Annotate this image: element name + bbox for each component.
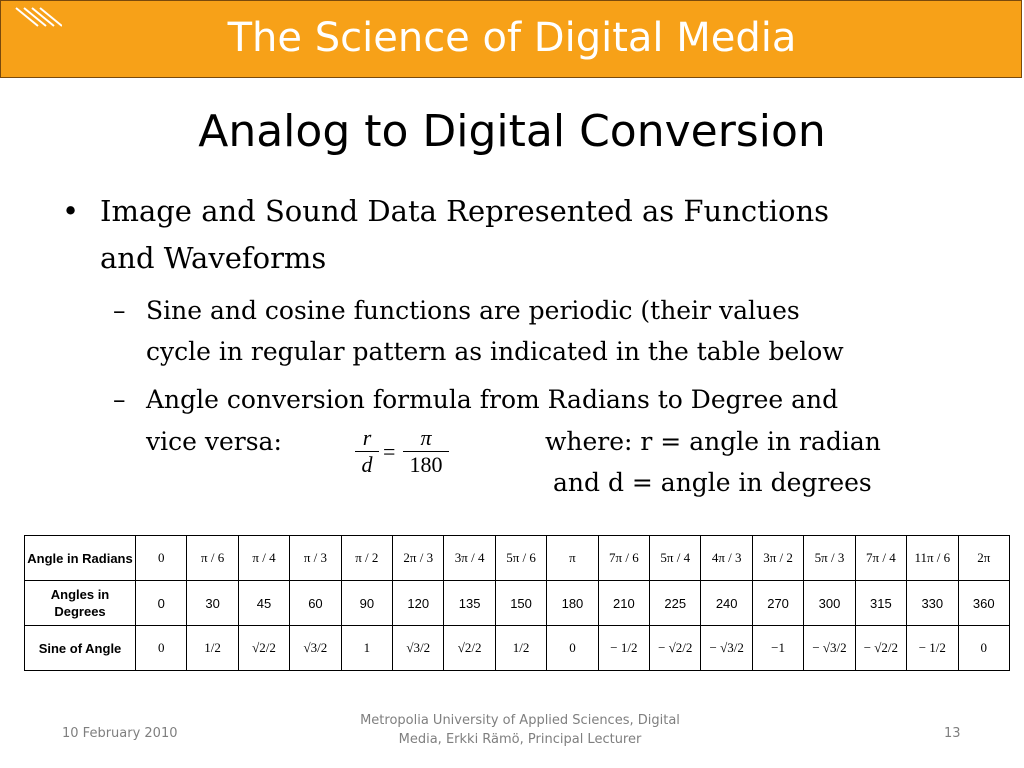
row-header-degrees: Angles in Degrees: [24, 580, 136, 626]
table-cell: 4π / 3: [700, 535, 753, 581]
sub-bullet-dash: –: [113, 296, 126, 325]
table-cell: √2/2: [443, 625, 496, 671]
table-cell: 0: [134, 535, 188, 581]
table-cell: 3π / 2: [751, 535, 805, 581]
sub-bullet-2-line1: Angle conversion formula from Radians to…: [146, 385, 839, 414]
where-line2: and d = angle in degrees: [553, 468, 872, 497]
bullet-text-line1: Image and Sound Data Represented as Func…: [100, 194, 830, 228]
stripes-icon: [15, 7, 62, 27]
table-cell: 0: [134, 625, 188, 671]
slide-title: Analog to Digital Conversion: [198, 106, 826, 157]
table-cell: 3π / 4: [443, 535, 496, 581]
table-cell: 0: [546, 625, 599, 671]
table-cell: 240: [700, 580, 753, 626]
table-cell: 270: [751, 580, 805, 626]
table-cell: √2/2: [237, 625, 291, 671]
table-cell: 225: [649, 580, 702, 626]
footer-credit-line2: Media, Erkki Rämö, Principal Lecturer: [398, 732, 642, 747]
table-cell: 2π: [957, 535, 1010, 581]
table-cell: 300: [803, 580, 856, 626]
table-cell: π / 4: [237, 535, 291, 581]
table-cell: 360: [957, 580, 1010, 626]
banner-title: The Science of Digital Media: [227, 15, 797, 61]
table-cell: 2π / 3: [392, 535, 445, 581]
header-banner: [0, 0, 1022, 78]
bullet-marker: •: [62, 194, 80, 228]
angle-table: Angle in Radians 0 π / 6 π / 4 π / 3 π /…: [24, 535, 1010, 671]
table-cell: − √3/2: [803, 625, 856, 671]
table-cell: − √2/2: [854, 625, 908, 671]
fraction-pi-over-180: π 180: [403, 425, 449, 478]
table-cell: − √3/2: [700, 625, 753, 671]
table-cell: 5π / 4: [649, 535, 702, 581]
table-cell: 315: [854, 580, 908, 626]
row-header-radians: Angle in Radians: [24, 535, 136, 581]
table-cell: 7π / 6: [597, 535, 651, 581]
bullet-text-line2: and Waveforms: [100, 241, 327, 275]
sub-bullet-1-line2: cycle in regular pattern as indicated in…: [146, 337, 844, 366]
table-row-degrees: Angles in Degrees 0 30 45 60 90 120 135 …: [24, 580, 1010, 626]
footer-credit-line1: Metropolia University of Applied Science…: [360, 713, 680, 728]
table-cell: − 1/2: [597, 625, 651, 671]
table-cell: π / 3: [289, 535, 342, 581]
sub-bullet-dash: –: [113, 385, 126, 414]
table-cell: 7π / 4: [854, 535, 908, 581]
table-cell: 1: [340, 625, 394, 671]
conversion-formula: r d = π 180: [355, 425, 450, 485]
table-cell: 60: [289, 580, 342, 626]
equals-sign: =: [383, 439, 396, 464]
table-cell: π / 2: [340, 535, 394, 581]
table-cell: π / 6: [186, 535, 239, 581]
table-cell: 5π / 3: [803, 535, 856, 581]
table-cell: 30: [186, 580, 239, 626]
table-cell: 5π / 6: [494, 535, 548, 581]
page-number: 13: [944, 726, 961, 741]
table-cell: 11π / 6: [906, 535, 959, 581]
table-cell: 0: [957, 625, 1010, 671]
sub-bullet-2-line2: vice versa:: [146, 427, 282, 456]
table-cell: 210: [597, 580, 651, 626]
table-cell: 45: [237, 580, 291, 626]
table-cell: 135: [443, 580, 496, 626]
table-row-radians: Angle in Radians 0 π / 6 π / 4 π / 3 π /…: [24, 535, 1010, 581]
table-cell: 1/2: [186, 625, 239, 671]
fraction-r-over-d: r d: [355, 425, 379, 478]
table-cell: √3/2: [392, 625, 445, 671]
footer-date: 10 February 2010: [62, 726, 178, 741]
table-row-sine: Sine of Angle 0 1/2 √2/2 √3/2 1 √3/2 √2/…: [24, 625, 1010, 671]
table-cell: 330: [906, 580, 959, 626]
table-cell: 90: [340, 580, 394, 626]
table-cell: 150: [494, 580, 548, 626]
table-cell: √3/2: [289, 625, 342, 671]
table-cell: π: [546, 535, 599, 581]
sub-bullet-1-line1: Sine and cosine functions are periodic (…: [146, 296, 800, 325]
footer-credit: Metropolia University of Applied Science…: [290, 711, 750, 749]
table-cell: 120: [392, 580, 445, 626]
table-cell: − √2/2: [649, 625, 702, 671]
row-header-sine: Sine of Angle: [24, 625, 136, 671]
table-cell: − 1/2: [906, 625, 959, 671]
table-cell: 180: [546, 580, 599, 626]
table-cell: 1/2: [494, 625, 548, 671]
where-line1: where: r = angle in radian: [545, 427, 881, 456]
table-cell: 0: [134, 580, 188, 626]
table-cell: −1: [751, 625, 805, 671]
